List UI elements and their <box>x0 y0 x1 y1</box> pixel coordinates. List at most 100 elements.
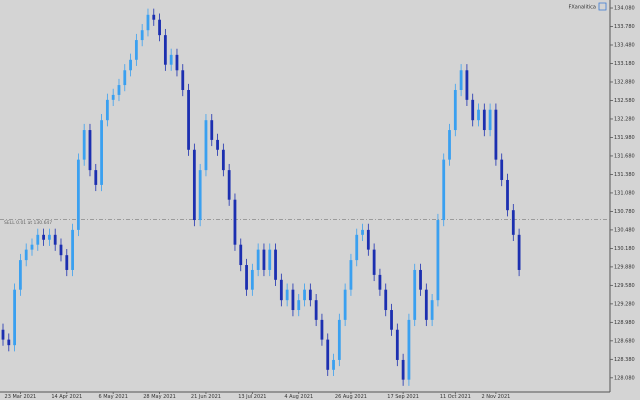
candle-body <box>407 319 411 380</box>
candle-body <box>146 14 150 31</box>
candle-body <box>378 274 382 290</box>
candle-body <box>361 229 364 235</box>
y-tick-label: 130.780 <box>614 209 635 215</box>
candle-body <box>59 244 63 256</box>
candle-body <box>88 130 92 171</box>
x-tick-label: 13 Jul 2021 <box>238 394 266 400</box>
candle-body <box>274 249 277 280</box>
candle-body <box>129 59 132 71</box>
candle-body <box>343 289 347 320</box>
candle-body <box>471 99 475 121</box>
y-tick-label: 128.980 <box>614 320 635 326</box>
candle-body <box>152 14 156 20</box>
candle-body <box>430 300 434 320</box>
price-line-label: SELL 0.01 at 130.647 <box>4 220 52 226</box>
candle-body <box>453 89 457 131</box>
candle-body <box>332 359 335 370</box>
candle-body <box>140 30 144 41</box>
y-tick-label: 131.080 <box>614 190 635 196</box>
candle-body <box>239 244 243 266</box>
candle-body <box>308 289 312 301</box>
candle-body <box>372 249 376 275</box>
candle-body <box>47 234 51 240</box>
candle-body <box>442 159 446 221</box>
candle-body <box>221 149 225 171</box>
y-tick-label: 129.880 <box>614 264 635 270</box>
candle-body <box>448 130 451 160</box>
candle-body <box>123 70 127 86</box>
y-tick-label: 131.380 <box>614 172 635 178</box>
candle-body <box>134 40 138 60</box>
x-tick-label: 6 May 2021 <box>98 394 127 400</box>
candle-body <box>198 170 202 221</box>
candle-body <box>488 109 492 131</box>
candle-body <box>424 289 428 320</box>
candle-body <box>517 234 521 270</box>
candle-body <box>53 234 57 245</box>
y-tick-label: 131.980 <box>614 135 635 141</box>
x-tick-label: 23 Mar 2021 <box>5 394 37 400</box>
candle-body <box>36 234 40 245</box>
candle-body <box>355 234 359 261</box>
candle-body <box>192 149 196 221</box>
candle-body <box>227 170 231 200</box>
candle-body <box>65 255 69 270</box>
candle-body <box>413 269 417 320</box>
candle-body <box>204 120 208 171</box>
y-tick-label: 133.180 <box>614 61 635 67</box>
candle-body <box>94 170 98 185</box>
x-tick-label: 28 May 2021 <box>143 394 176 400</box>
candle-body <box>42 234 45 240</box>
candle-body <box>506 179 509 211</box>
y-tick-label: 133.480 <box>614 42 635 48</box>
candle-body <box>24 249 28 261</box>
y-tick-label: 132.580 <box>614 98 635 104</box>
candle-body <box>349 260 353 290</box>
candle-body <box>465 70 469 100</box>
candle-body <box>303 289 306 301</box>
candle-body <box>285 289 289 301</box>
y-tick-label: 130.480 <box>614 227 635 233</box>
x-tick-label: 26 Aug 2021 <box>335 394 367 400</box>
candle-body <box>366 229 370 250</box>
candle-body <box>482 109 486 131</box>
y-tick-label: 128.380 <box>614 357 635 363</box>
y-tick-label: 132.880 <box>614 79 635 85</box>
candle-body <box>291 289 295 311</box>
candle-body <box>181 70 185 90</box>
candle-body <box>314 300 318 320</box>
candle-body <box>71 229 74 270</box>
y-tick-label: 128.680 <box>614 338 635 344</box>
candle-body <box>419 269 422 290</box>
candle-body <box>169 54 173 65</box>
y-tick-label: 129.580 <box>614 283 635 289</box>
candle-body <box>337 319 341 360</box>
candle-body <box>477 109 480 121</box>
candle-body <box>384 289 388 311</box>
candle-body <box>320 319 324 340</box>
candle-body <box>245 265 248 290</box>
candle-body <box>436 220 440 301</box>
candle-body <box>100 120 103 185</box>
candle-body <box>233 199 237 245</box>
candle-body <box>268 249 272 270</box>
candle-body <box>262 249 266 270</box>
y-tick-label: 133.780 <box>614 24 635 30</box>
candle-body <box>117 85 121 95</box>
candle-body <box>18 260 22 290</box>
brand-logo <box>598 2 607 11</box>
candle-body <box>459 70 463 90</box>
candle-body <box>13 289 16 346</box>
y-tick-label: 129.280 <box>614 301 635 307</box>
candle-body <box>30 244 34 250</box>
candle-body <box>210 120 214 140</box>
candle-body <box>279 279 283 301</box>
candle-body <box>163 35 167 65</box>
candle-body <box>187 89 190 150</box>
candle-body <box>105 99 109 121</box>
y-tick-label: 128.080 <box>614 375 635 381</box>
y-tick-label: 130.180 <box>614 246 635 252</box>
candle-body <box>390 310 393 330</box>
